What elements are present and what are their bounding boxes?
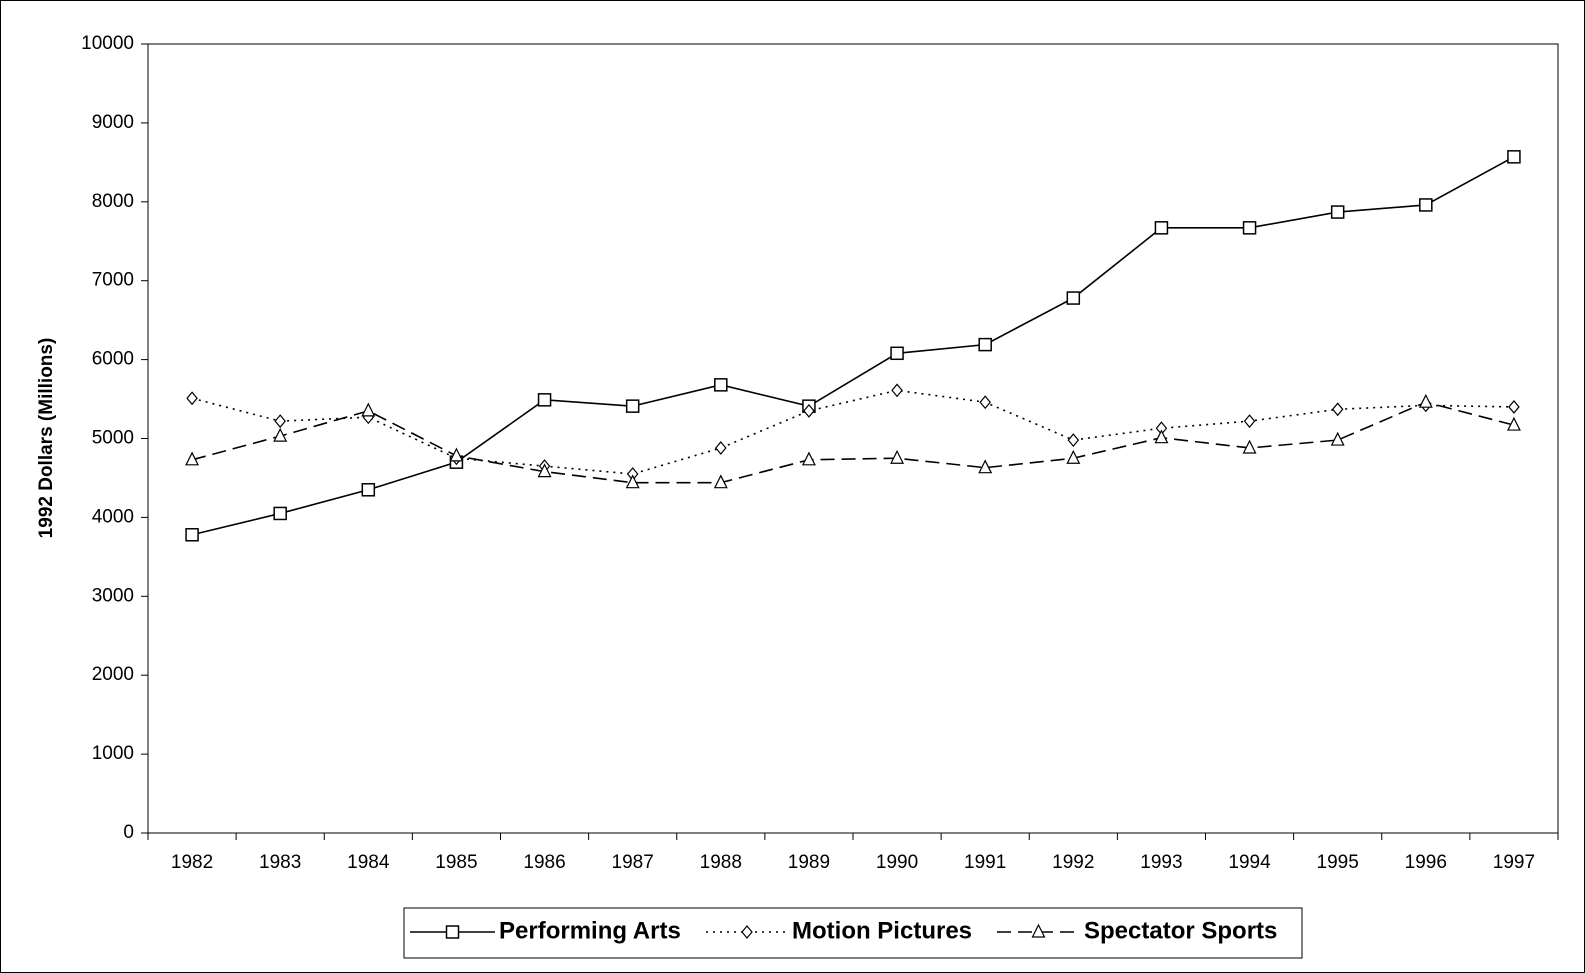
x-tick-label: 1988 [700,852,742,873]
marker [1243,414,1256,429]
legend-label: Motion Pictures [792,917,972,944]
marker [1330,431,1345,446]
x-tick-label: 1993 [1140,852,1182,873]
marker [1067,433,1080,448]
marker [273,506,287,521]
marker [361,402,376,417]
marker [1066,449,1081,464]
marker [1242,439,1257,454]
y-tick-label: 2000 [92,664,134,685]
marker [537,463,552,478]
marker [274,414,286,429]
marker [449,447,464,462]
y-tick-label: 3000 [92,585,134,606]
x-tick-label: 1982 [171,852,213,873]
marker [978,459,993,474]
marker [1508,400,1520,414]
x-tick-label: 1992 [1052,852,1094,873]
marker [803,403,815,418]
y-tick-label: 10000 [81,33,134,54]
marker [1066,291,1081,305]
marker [1031,923,1046,938]
marker [445,925,460,939]
marker [714,378,728,392]
marker [890,346,904,361]
x-tick-label: 1985 [435,852,477,873]
marker [1331,402,1344,417]
y-tick-label: 4000 [92,506,134,527]
marker [273,427,288,442]
marker [625,399,640,413]
marker [625,474,640,489]
marker [1242,221,1257,235]
marker [185,451,200,466]
series-line [191,401,1515,484]
x-tick-label: 1991 [964,852,1006,873]
x-tick-label: 1995 [1317,852,1359,873]
x-tick-label: 1983 [259,852,301,873]
marker [891,383,903,398]
legend-label: Spectator Sports [1084,917,1277,944]
marker [890,449,905,464]
marker [1154,221,1169,235]
series-line [191,389,1514,475]
marker [979,395,991,410]
y-axis-title: 1992 Dollars (Millions) [36,338,57,539]
marker [185,528,199,542]
y-tick-label: 6000 [92,349,134,370]
marker [978,337,992,352]
legend-label: Performing Arts [499,917,681,944]
marker [1419,198,1433,212]
marker [1330,205,1345,219]
marker [537,393,552,407]
x-tick-label: 1996 [1405,852,1447,873]
marker [741,925,753,939]
y-tick-label: 1000 [92,743,134,764]
x-tick-label: 1986 [523,852,565,873]
y-tick-label: 5000 [92,428,134,449]
x-tick-label: 1990 [876,852,918,873]
marker [715,441,727,455]
y-tick-label: 7000 [92,270,134,291]
y-tick-label: 9000 [92,112,134,133]
marker [713,474,728,489]
marker [1506,416,1521,431]
x-tick-label: 1989 [788,852,830,873]
marker [1507,150,1521,164]
marker [1154,429,1169,444]
y-tick-label: 8000 [92,191,134,212]
marker [361,483,376,497]
x-tick-label: 1987 [612,852,654,873]
y-tick-label: 0 [123,822,134,843]
marker [186,391,198,406]
x-tick-label: 1994 [1228,852,1271,873]
marker [1418,393,1433,408]
x-tick-label: 1997 [1493,852,1535,873]
legend-box [403,907,1303,959]
series-line [191,156,1515,536]
x-tick-label: 1984 [347,852,390,873]
marker [801,451,816,466]
